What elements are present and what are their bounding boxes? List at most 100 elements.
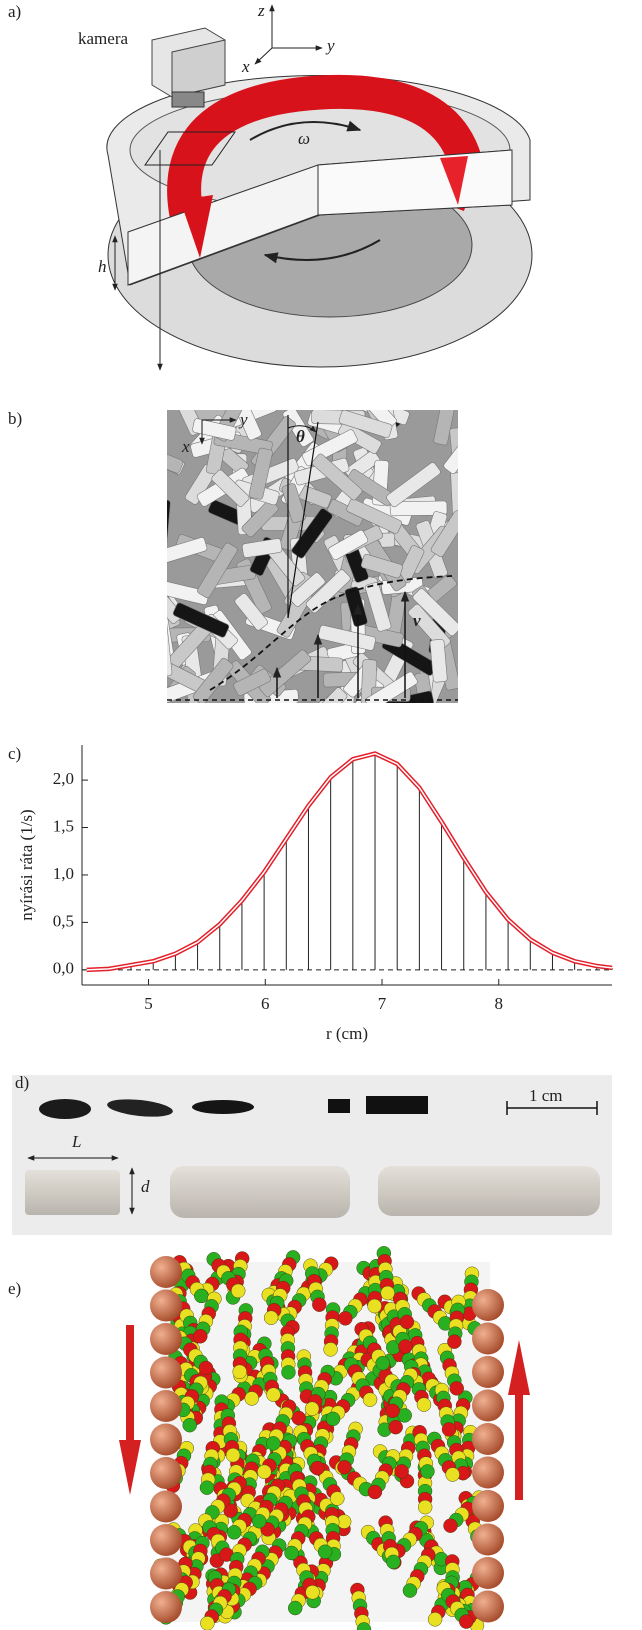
- bead: [445, 1467, 460, 1482]
- axis-label: z: [257, 1, 265, 20]
- y-tick-label: 0,0: [53, 959, 74, 978]
- rod: [433, 410, 458, 446]
- rod: [328, 1455, 374, 1497]
- bead: [288, 1600, 303, 1616]
- particle: [192, 1100, 254, 1114]
- rod: [383, 1302, 413, 1354]
- wall-sphere: [150, 1423, 182, 1456]
- particle: [39, 1099, 91, 1119]
- rod: [241, 538, 283, 558]
- rod: [378, 1515, 401, 1570]
- y-tick-label: 0,5: [53, 911, 74, 930]
- length-label: L: [71, 1132, 81, 1151]
- rotation-arrow: [249, 120, 362, 141]
- bead: [420, 1464, 435, 1479]
- scale-label: 1 cm: [529, 1086, 563, 1105]
- bead: [200, 1616, 215, 1630]
- rod: [172, 602, 230, 638]
- bead: [232, 1364, 247, 1380]
- shear-band: [167, 74, 483, 235]
- rod: [266, 1399, 297, 1451]
- rod: [324, 1507, 342, 1562]
- rod: [200, 1582, 237, 1630]
- rod: [258, 1348, 281, 1402]
- panel-d: d) 1 cm L d: [12, 1073, 612, 1235]
- bead: [394, 1464, 409, 1479]
- bead: [281, 1365, 296, 1380]
- bead: [449, 1381, 464, 1396]
- bead: [380, 1285, 395, 1301]
- bead: [310, 1460, 325, 1476]
- wall-sphere: [472, 1523, 504, 1556]
- camera-lens: [171, 91, 205, 108]
- velocity-label: v: [413, 611, 421, 630]
- rod: [376, 1246, 395, 1301]
- wall-sphere: [150, 1490, 182, 1523]
- wall-sphere: [150, 1557, 182, 1590]
- bead: [388, 1419, 403, 1435]
- wood-rod: [25, 1170, 120, 1215]
- rod: [192, 657, 234, 703]
- rod: [205, 1475, 247, 1520]
- rotation-arrow: [263, 239, 381, 264]
- bead: [447, 1334, 462, 1349]
- rod: [280, 1325, 296, 1380]
- bead: [402, 1583, 418, 1598]
- rod: [337, 1421, 363, 1475]
- bead: [416, 1397, 432, 1412]
- y-axis-label: nyírási ráta (1/s): [17, 809, 36, 920]
- y-tick-label: 2,0: [53, 769, 74, 788]
- rod: [232, 410, 262, 441]
- rod: [198, 1513, 234, 1562]
- bead: [257, 1464, 272, 1479]
- rod: [434, 1382, 457, 1437]
- rod: [301, 429, 358, 467]
- rod: [288, 572, 326, 607]
- rod: [167, 579, 210, 605]
- bead: [231, 1283, 246, 1299]
- rod: [389, 500, 448, 517]
- wall-sphere: [150, 1256, 182, 1288]
- x-tick-label: 8: [495, 994, 504, 1013]
- axis-label: y: [325, 36, 335, 55]
- rod: [402, 1547, 436, 1598]
- bead: [434, 1551, 449, 1567]
- rod: [447, 1294, 466, 1349]
- rod: [429, 639, 448, 683]
- panel-label: d): [15, 1073, 29, 1092]
- bead: [398, 1339, 413, 1354]
- axis-label: x: [181, 437, 190, 456]
- wall-sphere: [150, 1591, 182, 1623]
- bead: [427, 1612, 443, 1627]
- rod: [167, 620, 173, 677]
- bead: [284, 1545, 299, 1561]
- bead: [362, 1392, 378, 1407]
- rod: [304, 1364, 335, 1416]
- wall-sphere: [150, 1289, 182, 1322]
- bead: [417, 1499, 433, 1515]
- y-tick-label: 1,5: [53, 816, 74, 835]
- wall-sphere: [472, 1557, 504, 1589]
- rod: [386, 462, 441, 508]
- rod: [211, 469, 250, 507]
- panel-e: e): [8, 1246, 530, 1630]
- bead: [330, 1491, 345, 1506]
- bead: [266, 1436, 281, 1451]
- bead: [305, 1585, 320, 1600]
- bead: [304, 1401, 320, 1416]
- particle: [107, 1099, 173, 1117]
- rod: [303, 1258, 327, 1312]
- wall-sphere: [472, 1490, 504, 1522]
- bead: [338, 1311, 353, 1326]
- rod: [385, 1367, 418, 1419]
- bead: [244, 1391, 259, 1406]
- rod: [167, 537, 208, 565]
- bead: [291, 1410, 306, 1426]
- rod: [291, 508, 333, 559]
- panel-label: c): [8, 744, 21, 763]
- omega-label: ω: [298, 129, 310, 148]
- rod: [287, 1463, 313, 1517]
- rod: [328, 529, 369, 561]
- wall-sphere: [150, 1356, 182, 1389]
